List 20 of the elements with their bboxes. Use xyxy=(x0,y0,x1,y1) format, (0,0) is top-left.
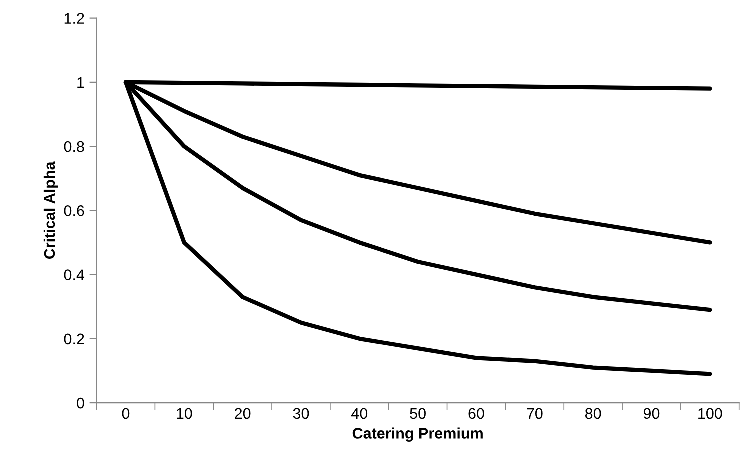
y-tick-label: 0.6 xyxy=(64,206,84,216)
y-tick-label: 0 xyxy=(77,398,84,409)
x-tick-label: 60 xyxy=(468,408,484,420)
y-tick-label: 1.2 xyxy=(64,13,84,24)
x-tick-label: 20 xyxy=(235,408,251,420)
y-tick-label: 0.4 xyxy=(64,270,85,280)
y-axis-title: Critical Alpha xyxy=(44,162,58,259)
x-tick-label: 0 xyxy=(122,408,130,420)
x-tick-label: 10 xyxy=(177,408,192,420)
x-tick-label: 30 xyxy=(293,408,310,420)
x-axis-title: Catering Premium xyxy=(352,428,483,442)
y-tick-label: 0.2 xyxy=(64,334,84,345)
x-tick-label: 70 xyxy=(527,408,543,420)
x-tick-label: 80 xyxy=(585,408,602,420)
x-tick-label: 50 xyxy=(410,408,426,420)
y-tick-label: 0.8 xyxy=(64,141,84,152)
y-tick-label: 1 xyxy=(78,77,84,88)
x-tick-label: 90 xyxy=(644,408,660,420)
x-tick-label: 100 xyxy=(698,408,722,420)
x-tick-label: 40 xyxy=(352,408,368,420)
